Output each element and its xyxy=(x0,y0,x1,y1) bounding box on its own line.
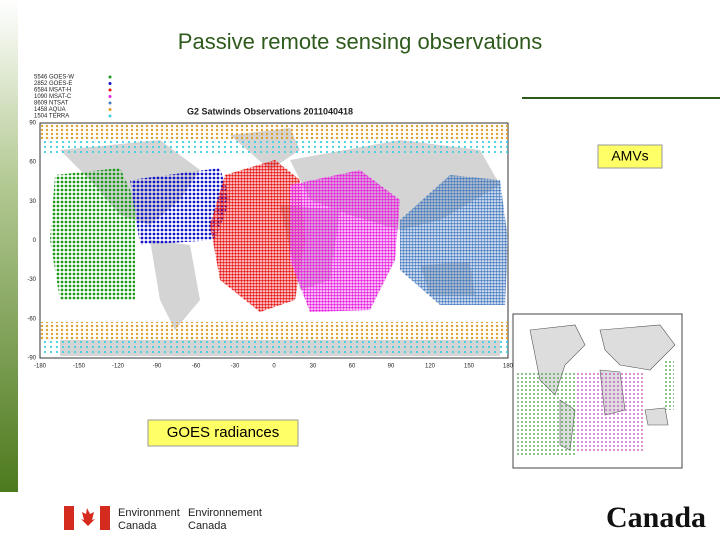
goes-west-dots xyxy=(50,168,135,300)
orange-band-south xyxy=(40,322,508,340)
x-axis-label: 30 xyxy=(310,364,317,370)
legend-entry: 1504 TERRA xyxy=(34,114,69,120)
edge-dots xyxy=(664,360,674,410)
cyan-band-north xyxy=(40,139,508,153)
y-axis-label: 30 xyxy=(29,199,36,205)
footer-fr: Canada xyxy=(188,520,227,532)
x-axis-label: 0 xyxy=(272,364,276,370)
legend-entry: 1090 MSAT-C xyxy=(34,94,72,100)
legend-entry: 6584 MSAT-H xyxy=(34,88,71,94)
amvs-label: AMVs xyxy=(611,148,648,164)
map-axes: 90 60 30 0 -30 -60 -90 -180 -150 -120 -90 -60 -30 0 30… xyxy=(27,121,513,370)
footer-fr: Environnement xyxy=(188,507,262,519)
legend-entry: 8609 NTSAT xyxy=(34,101,69,107)
y-axis-label: 90 xyxy=(29,121,36,127)
slide-title: Passive remote sensing observations xyxy=(178,29,542,54)
legend-entry: 1458 AQUA xyxy=(34,107,66,113)
meteosat-dots xyxy=(210,160,305,312)
orange-band-north xyxy=(40,124,508,139)
y-axis-label: 0 xyxy=(33,238,37,244)
footer: Environment Canada Environnement Canada … xyxy=(64,501,706,534)
amvs-label-box xyxy=(597,144,663,169)
y-axis-label: -30 xyxy=(27,277,36,283)
x-axis-label: 120 xyxy=(425,364,436,370)
x-axis-label: 180 xyxy=(503,364,514,370)
map-title: G2 Satwinds Observations 2011040418 xyxy=(187,106,353,116)
side-bar xyxy=(0,0,18,492)
legend-entry: 2852 GOES-E xyxy=(34,81,72,87)
goes-label-box xyxy=(147,419,299,447)
legend-dot xyxy=(108,82,112,85)
x-axis-label: 150 xyxy=(464,364,475,370)
legend-entry: 5546 GOES-W xyxy=(34,75,74,81)
legend-dot xyxy=(108,114,112,118)
y-axis-label: 60 xyxy=(29,160,36,166)
radiance-map xyxy=(512,313,683,469)
x-axis-label: -120 xyxy=(112,364,125,370)
mtsat-dots xyxy=(400,175,508,305)
legend-dot xyxy=(108,75,112,79)
cyan-band-south xyxy=(40,340,508,356)
legend-dot xyxy=(108,101,112,105)
x-axis-label: -90 xyxy=(153,364,162,370)
x-axis-label: -180 xyxy=(34,364,47,370)
x-axis-label: 60 xyxy=(349,364,356,370)
x-axis-label: -150 xyxy=(73,364,86,370)
x-axis-label: -60 xyxy=(192,364,201,370)
flag-bar xyxy=(100,506,110,530)
canada-wordmark: Canada xyxy=(606,501,706,534)
legend-dot xyxy=(108,95,112,98)
footer-en: Canada xyxy=(118,520,157,532)
goes-east-dots xyxy=(575,372,645,452)
y-axis-label: -60 xyxy=(27,316,36,322)
legend-dot xyxy=(108,88,112,92)
x-axis-label: -30 xyxy=(231,364,240,370)
flag-bar xyxy=(64,506,74,530)
legend-dot xyxy=(108,108,112,111)
meteosat-io-dots xyxy=(290,170,400,312)
legend-box xyxy=(28,72,120,120)
goes-label: GOES radiances xyxy=(167,424,280,441)
maple-leaf xyxy=(81,508,95,526)
footer-en: Environment xyxy=(118,507,180,519)
x-axis-label: 90 xyxy=(388,364,395,370)
goes-east-dots xyxy=(130,168,230,245)
goes-west-dots xyxy=(515,372,575,457)
y-axis-label: -90 xyxy=(27,356,36,362)
